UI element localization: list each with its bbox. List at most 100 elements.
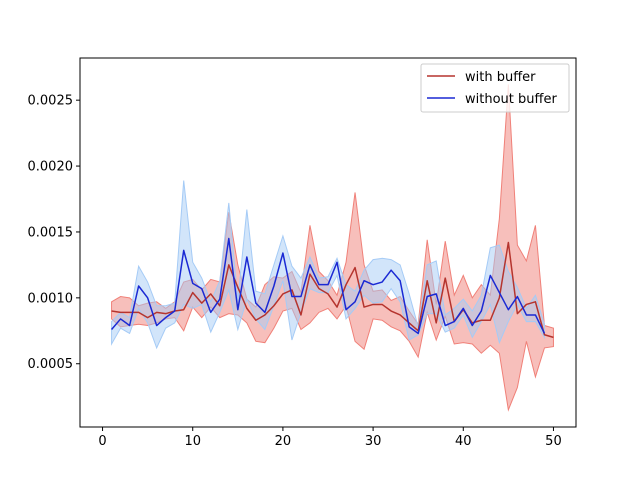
point-with-buffer-14 bbox=[228, 264, 230, 266]
point-without-buffer-16 bbox=[246, 256, 248, 258]
point-without-buffer-14 bbox=[228, 238, 230, 240]
point-without-buffer-47 bbox=[526, 314, 528, 316]
point-without-buffer-19 bbox=[273, 285, 275, 287]
y-tick-label-0: 0.0005 bbox=[28, 357, 74, 372]
point-without-buffer-31 bbox=[381, 281, 383, 283]
point-with-buffer-22 bbox=[300, 314, 302, 316]
point-with-buffer-11 bbox=[201, 302, 203, 304]
point-without-buffer-39 bbox=[453, 321, 455, 323]
y-tick-label-3: 0.0020 bbox=[28, 160, 74, 175]
point-without-buffer-18 bbox=[264, 312, 266, 314]
point-without-buffer-20 bbox=[282, 252, 284, 254]
series-line-with-buffer bbox=[111, 241, 554, 339]
point-without-buffer-25 bbox=[327, 284, 329, 286]
point-without-buffer-4 bbox=[138, 285, 140, 287]
point-with-buffer-38 bbox=[444, 277, 446, 279]
point-without-buffer-33 bbox=[399, 280, 401, 282]
point-without-buffer-3 bbox=[129, 325, 131, 327]
point-without-buffer-37 bbox=[435, 293, 437, 295]
point-with-buffer-33 bbox=[399, 314, 401, 316]
point-with-buffer-6 bbox=[156, 312, 158, 314]
plot-frame bbox=[79, 57, 577, 428]
point-with-buffer-17 bbox=[255, 319, 257, 321]
point-without-buffer-28 bbox=[354, 301, 356, 303]
point-without-buffer-40 bbox=[462, 308, 464, 310]
point-with-buffer-44 bbox=[499, 297, 501, 299]
y-tick-label-1: 0.0010 bbox=[28, 291, 74, 306]
point-with-buffer-28 bbox=[354, 267, 356, 269]
point-without-buffer-44 bbox=[499, 292, 501, 294]
x-tick-label-20: 20 bbox=[275, 434, 292, 449]
point-without-buffer-24 bbox=[318, 284, 320, 286]
point-with-buffer-27 bbox=[345, 284, 347, 286]
legend-label-without-buffer: without buffer bbox=[465, 92, 557, 107]
x-tick-label-0: 0 bbox=[98, 434, 106, 449]
point-with-buffer-2 bbox=[120, 312, 122, 314]
point-with-buffer-23 bbox=[309, 273, 311, 275]
point-with-buffer-29 bbox=[363, 306, 365, 308]
point-without-buffer-7 bbox=[165, 317, 167, 319]
point-without-buffer-48 bbox=[535, 314, 537, 316]
point-with-buffer-10 bbox=[192, 292, 194, 294]
y-tick-label-4: 0.0025 bbox=[28, 94, 74, 109]
point-without-buffer-23 bbox=[309, 264, 311, 266]
x-tick-label-30: 30 bbox=[365, 434, 382, 449]
point-without-buffer-32 bbox=[390, 269, 392, 271]
point-with-buffer-36 bbox=[426, 280, 428, 282]
point-without-buffer-10 bbox=[192, 283, 194, 285]
point-with-buffer-18 bbox=[264, 314, 266, 316]
legend-box bbox=[420, 63, 570, 113]
point-with-buffer-42 bbox=[481, 319, 483, 321]
point-without-buffer-43 bbox=[490, 275, 492, 277]
point-without-buffer-22 bbox=[300, 296, 302, 298]
point-without-buffer-46 bbox=[517, 296, 519, 298]
point-without-buffer-35 bbox=[417, 333, 419, 335]
point-with-buffer-4 bbox=[138, 312, 140, 314]
point-with-buffer-19 bbox=[273, 305, 275, 307]
x-tick-label-10: 10 bbox=[184, 434, 201, 449]
point-without-buffer-9 bbox=[183, 250, 185, 252]
point-with-buffer-46 bbox=[517, 313, 519, 315]
point-without-buffer-42 bbox=[481, 310, 483, 312]
point-with-buffer-3 bbox=[129, 312, 131, 314]
point-with-buffer-48 bbox=[535, 301, 537, 303]
point-without-buffer-30 bbox=[372, 284, 374, 286]
series-lines bbox=[110, 237, 555, 339]
point-with-buffer-45 bbox=[508, 242, 510, 244]
point-with-buffer-32 bbox=[390, 310, 392, 312]
x-tick-label-50: 50 bbox=[545, 434, 562, 449]
point-without-buffer-6 bbox=[156, 325, 158, 327]
point-without-buffer-21 bbox=[291, 296, 293, 298]
point-with-buffer-5 bbox=[147, 317, 149, 319]
point-with-buffer-50 bbox=[553, 337, 555, 339]
point-with-buffer-47 bbox=[526, 304, 528, 306]
x-tick-label-40: 40 bbox=[455, 434, 472, 449]
point-without-buffer-49 bbox=[544, 333, 546, 335]
point-with-buffer-31 bbox=[381, 304, 383, 306]
x-axis: 0 10 20 30 40 50 bbox=[98, 427, 562, 449]
point-with-buffer-13 bbox=[219, 305, 221, 307]
point-without-buffer-5 bbox=[147, 297, 149, 299]
point-with-buffer-37 bbox=[435, 322, 437, 324]
point-with-buffer-15 bbox=[237, 287, 239, 289]
legend-label-with-buffer: with buffer bbox=[465, 70, 536, 85]
point-without-buffer-15 bbox=[237, 309, 239, 311]
point-without-buffer-8 bbox=[174, 310, 176, 312]
series-line-without-buffer bbox=[110, 237, 546, 335]
point-without-buffer-45 bbox=[508, 309, 510, 311]
point-with-buffer-30 bbox=[372, 304, 374, 306]
point-without-buffer-41 bbox=[471, 325, 473, 327]
point-without-buffer-17 bbox=[255, 302, 257, 304]
point-without-buffer-34 bbox=[408, 326, 410, 328]
legend: with buffer without buffer bbox=[420, 63, 570, 113]
point-without-buffer-12 bbox=[210, 312, 212, 314]
point-without-buffer-13 bbox=[219, 298, 221, 300]
band-with-buffer bbox=[111, 84, 554, 412]
point-with-buffer-16 bbox=[246, 308, 248, 310]
point-with-buffer-9 bbox=[183, 309, 185, 311]
point-without-buffer-1 bbox=[111, 329, 113, 331]
point-without-buffer-26 bbox=[336, 261, 338, 263]
point-without-buffer-11 bbox=[201, 288, 203, 290]
y-tick-label-2: 0.0015 bbox=[28, 225, 74, 240]
